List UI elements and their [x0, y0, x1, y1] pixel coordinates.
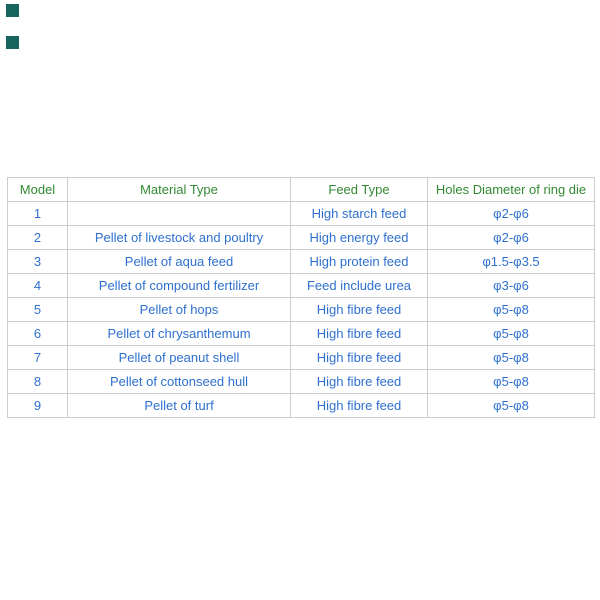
table-row: 7 Pellet of peanut shell High fibre feed… — [7, 345, 595, 370]
cell-material-type: Pellet of livestock and poultry — [67, 225, 291, 250]
table-row: 4 Pellet of compound fertilizer Feed inc… — [7, 273, 595, 298]
column-header-holes-diameter: Holes Diameter of ring die — [427, 177, 595, 202]
cell-feed-type: High energy feed — [290, 225, 428, 250]
cell-feed-type: High fibre feed — [290, 369, 428, 394]
cell-holes-diameter: φ5-φ8 — [427, 369, 595, 394]
cell-feed-type: High fibre feed — [290, 345, 428, 370]
cell-model: 7 — [7, 345, 68, 370]
cell-material-type: Pellet of turf — [67, 393, 291, 418]
table-row: 1 High starch feed φ2-φ6 — [7, 201, 595, 226]
cell-feed-type: High protein feed — [290, 249, 428, 274]
cell-model: 3 — [7, 249, 68, 274]
table-row: 9 Pellet of turf High fibre feed φ5-φ8 — [7, 393, 595, 418]
table-row: 6 Pellet of chrysanthemum High fibre fee… — [7, 321, 595, 346]
teal-square-icon — [6, 36, 19, 49]
cell-model: 6 — [7, 321, 68, 346]
cell-holes-diameter: φ5-φ8 — [427, 345, 595, 370]
cell-model: 5 — [7, 297, 68, 322]
header-row: Model Material Type Feed Type Holes Diam… — [7, 177, 595, 202]
cell-holes-diameter: φ1.5-φ3.5 — [427, 249, 595, 274]
cell-holes-diameter: φ5-φ8 — [427, 297, 595, 322]
cell-material-type: Pellet of chrysanthemum — [67, 321, 291, 346]
cell-model: 8 — [7, 369, 68, 394]
cell-holes-diameter: φ5-φ8 — [427, 393, 595, 418]
cell-holes-diameter: φ2-φ6 — [427, 201, 595, 226]
cell-feed-type: High fibre feed — [290, 297, 428, 322]
cell-model: 1 — [7, 201, 68, 226]
cell-material-type: Pellet of aqua feed — [67, 249, 291, 274]
pellet-model-spec-table: Model Material Type Feed Type Holes Diam… — [7, 177, 595, 418]
cell-feed-type: High fibre feed — [290, 321, 428, 346]
cell-holes-diameter: φ3-φ6 — [427, 273, 595, 298]
cell-feed-type: Feed include urea — [290, 273, 428, 298]
table-row: 8 Pellet of cottonseed hull High fibre f… — [7, 369, 595, 394]
column-header-model: Model — [7, 177, 68, 202]
cell-holes-diameter: φ5-φ8 — [427, 321, 595, 346]
column-header-material-type: Material Type — [67, 177, 291, 202]
table-row: 3 Pellet of aqua feed High protein feed … — [7, 249, 595, 274]
table-row: 5 Pellet of hops High fibre feed φ5-φ8 — [7, 297, 595, 322]
cell-model: 4 — [7, 273, 68, 298]
cell-model: 9 — [7, 393, 68, 418]
cell-feed-type: High fibre feed — [290, 393, 428, 418]
cell-material-type: Pellet of hops — [67, 297, 291, 322]
teal-square-icon — [6, 4, 19, 17]
cell-material-type: Pellet of compound fertilizer — [67, 273, 291, 298]
cell-feed-type: High starch feed — [290, 201, 428, 226]
table-row: 2 Pellet of livestock and poultry High e… — [7, 225, 595, 250]
cell-model: 2 — [7, 225, 68, 250]
cell-material-type — [67, 201, 291, 226]
cell-material-type: Pellet of peanut shell — [67, 345, 291, 370]
column-header-feed-type: Feed Type — [290, 177, 428, 202]
cell-holes-diameter: φ2-φ6 — [427, 225, 595, 250]
cell-material-type: Pellet of cottonseed hull — [67, 369, 291, 394]
